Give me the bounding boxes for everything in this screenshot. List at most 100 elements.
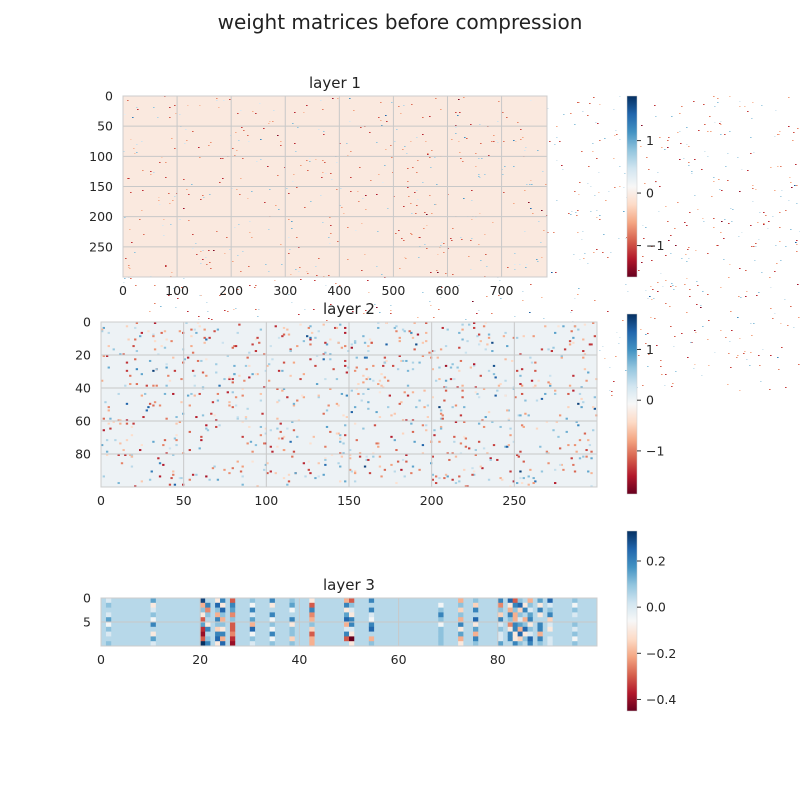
heatmap-cell: [527, 483, 530, 486]
heatmap-cell: [378, 117, 380, 118]
heatmap-cell: [379, 312, 381, 313]
heatmap-cell: [251, 237, 253, 238]
heatmap-cell: [355, 439, 358, 442]
heatmap-cell: [537, 641, 543, 647]
heatmap-cell: [251, 373, 254, 376]
heatmap-cell: [336, 189, 338, 190]
heatmap-cell: [260, 139, 262, 140]
heatmap-cell: [385, 343, 388, 346]
heatmap-cell: [153, 107, 155, 108]
heatmap-cell: [524, 231, 526, 232]
heatmap-cell: [213, 465, 216, 468]
heatmap-cell: [289, 631, 295, 637]
heatmap-cell: [473, 364, 476, 367]
heatmap-cell: [365, 209, 367, 210]
heatmap-cell: [360, 399, 363, 402]
heatmap-cell: [259, 392, 263, 395]
heatmap-cell: [383, 361, 387, 364]
heatmap-cell: [650, 317, 652, 318]
heatmap-cell: [522, 477, 525, 480]
x-tick-label: 300: [273, 283, 297, 298]
heatmap-cell: [377, 445, 380, 448]
heatmap-cell: [431, 350, 434, 353]
heatmap-cell: [292, 404, 296, 407]
heatmap-cell: [534, 384, 537, 387]
heatmap-cell: [411, 368, 415, 371]
heatmap-cell: [545, 450, 549, 453]
heatmap-cell: [304, 309, 306, 310]
heatmap-cell: [507, 287, 509, 288]
heatmap-cell: [484, 348, 487, 351]
heatmap-cell: [741, 232, 743, 233]
heatmap-cell: [234, 396, 238, 399]
heatmap-cell: [450, 238, 452, 239]
heatmap-cell: [215, 363, 218, 366]
heatmap-cell: [218, 384, 221, 387]
heatmap-cell: [480, 260, 482, 261]
heatmap-cell: [453, 435, 456, 438]
heatmap-cell: [558, 463, 562, 466]
heatmap-cell: [671, 283, 673, 284]
heatmap-cell: [576, 215, 578, 216]
heatmap-cell: [747, 111, 749, 112]
heatmap-cell: [205, 612, 211, 618]
heatmap-cell: [159, 162, 161, 163]
heatmap-cell: [688, 165, 690, 166]
heatmap-cell: [136, 144, 138, 145]
heatmap-cell: [727, 180, 729, 181]
heatmap-cell: [349, 98, 351, 99]
heatmap-cell: [125, 419, 129, 422]
heatmap-cell: [289, 626, 295, 632]
heatmap-cell: [787, 325, 789, 326]
heatmap-cell: [216, 392, 220, 395]
heatmap-cell: [367, 350, 370, 353]
heatmap-cell: [362, 427, 365, 430]
heatmap-cell: [367, 407, 370, 410]
heatmap-cell: [289, 374, 292, 377]
heatmap-cell: [119, 422, 122, 425]
heatmap-cell: [259, 434, 263, 437]
heatmap-cell: [537, 626, 543, 632]
heatmap-cell: [153, 322, 157, 324]
heatmap-cell: [474, 449, 477, 452]
heatmap-cell: [753, 323, 755, 324]
heatmap-cell: [347, 259, 349, 260]
heatmap-cell: [105, 636, 112, 642]
heatmap-cell: [315, 383, 319, 386]
heatmap-cell: [641, 262, 643, 263]
heatmap-cell: [484, 416, 487, 419]
heatmap-cell: [377, 326, 380, 329]
heatmap-cell: [661, 147, 663, 148]
heatmap-cell: [269, 641, 275, 647]
heatmap-cell: [411, 391, 415, 394]
heatmap-cell: [577, 424, 580, 427]
heatmap-cell: [520, 129, 522, 130]
heatmap-cell: [460, 237, 462, 238]
heatmap-cell: [322, 222, 324, 223]
heatmap-cell: [160, 306, 162, 307]
heatmap-cell: [587, 470, 590, 473]
heatmap-cell: [244, 416, 248, 419]
heatmap-cell: [246, 356, 249, 359]
heatmap-cell: [581, 151, 583, 152]
heatmap-cell: [480, 143, 482, 144]
heatmap-cell: [128, 178, 130, 179]
heatmap-cell: [309, 641, 315, 647]
heatmap-cell: [514, 253, 516, 254]
heatmap-cell: [403, 105, 405, 106]
heatmap-cell: [746, 291, 748, 292]
heatmap-cell: [119, 419, 122, 422]
heatmap-cell: [200, 607, 206, 613]
colorbar-tick-label: 1: [646, 342, 654, 357]
heatmap-cell: [320, 195, 322, 196]
heatmap-cell: [713, 96, 715, 97]
heatmap-cell: [477, 396, 481, 399]
heatmap-cell: [502, 335, 506, 338]
heatmap-cell: [332, 98, 334, 99]
heatmap-cell: [132, 117, 134, 118]
heatmap-cell: [522, 626, 528, 632]
heatmap-cell: [792, 140, 794, 141]
heatmap-cell: [522, 137, 524, 138]
heatmap-cell: [222, 178, 224, 179]
heatmap-cell: [152, 369, 155, 372]
